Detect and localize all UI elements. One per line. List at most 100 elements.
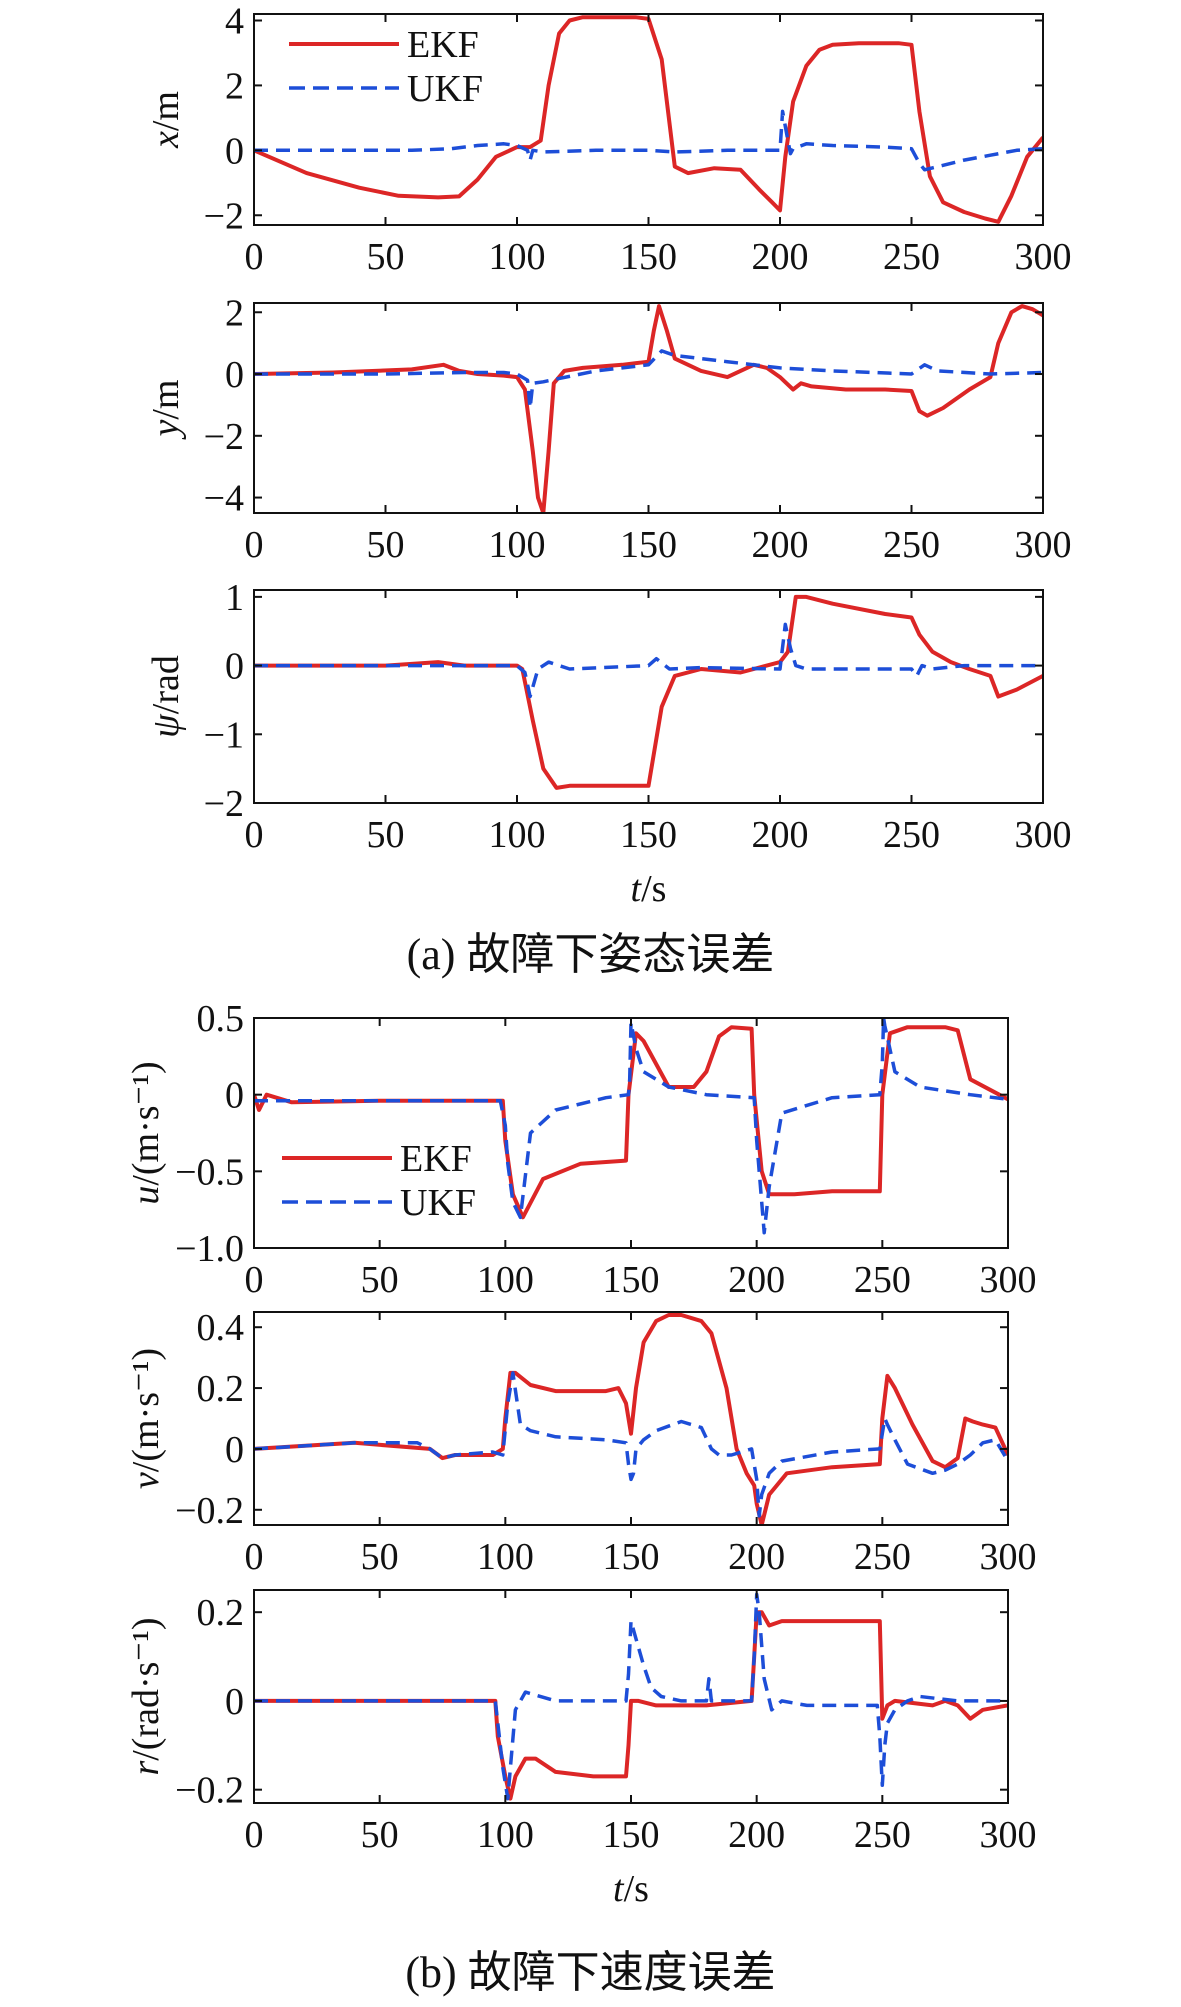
x-tick-label: 0: [245, 814, 264, 856]
y-tick-label: 1: [225, 577, 244, 619]
y-axis-label-u: u/(m·s⁻¹): [125, 1061, 167, 1204]
axes-frame-psi: [253, 589, 1044, 804]
y-axis-label-r: r/(rad·s⁻¹): [125, 1617, 167, 1775]
y-tick-label: −2: [204, 783, 244, 825]
x-tick-label: 300: [980, 1814, 1037, 1856]
y-axis-label-y: y/m: [145, 380, 187, 441]
x-tick-label: 50: [367, 236, 405, 278]
x-tick-label: 100: [489, 814, 546, 856]
y-axis-unit: /(rad·s⁻¹): [125, 1617, 167, 1760]
x-tick-label: 0: [245, 1536, 264, 1578]
x-tick-label: 100: [489, 524, 546, 566]
x-tick-label: 150: [603, 1814, 660, 1856]
x-tick-label: 150: [620, 236, 677, 278]
series-ukf-y: [254, 349, 1043, 410]
x-axis-unit: /s: [624, 1868, 649, 1910]
panel-y: 0 50 100 150 200 250 300 2 0 −2 −4 y/m: [145, 292, 1072, 566]
x-tick-label: 200: [728, 1536, 785, 1578]
y-tick-label: 0: [225, 1429, 244, 1471]
y-tick-label: 0.5: [197, 998, 245, 1040]
x-tick-label: 250: [883, 814, 940, 856]
y-tick-label: −2: [204, 416, 244, 458]
caption-b: (b) 故障下速度误差: [405, 1948, 776, 1997]
x-axis-label-r: t/s: [613, 1868, 649, 1910]
x-tick-label: 0: [245, 524, 264, 566]
y-tick-label: 0.4: [197, 1307, 245, 1349]
x-tick-label: 50: [367, 524, 405, 566]
x-tick-label: 200: [728, 1814, 785, 1856]
x-tick-label: 250: [854, 1536, 911, 1578]
series-ukf-v: [254, 1371, 1008, 1518]
x-tick-label: 150: [620, 524, 677, 566]
legend-label-ekf: EKF: [400, 1138, 472, 1180]
series-ekf-psi: [254, 594, 1043, 790]
x-tick-label: 150: [603, 1536, 660, 1578]
y-tick-label: 0: [225, 1681, 244, 1723]
y-tick-label: 0: [225, 1075, 244, 1117]
y-axis-label-psi: ψ/rad: [145, 655, 187, 738]
series-ukf-psi: [254, 622, 1043, 699]
axes-frame-y: [253, 302, 1044, 514]
y-tick-label: 0: [225, 354, 244, 396]
y-tick-label: −1.0: [175, 1228, 244, 1270]
x-axis-var: t: [613, 1868, 625, 1910]
x-tick-label: 200: [752, 814, 809, 856]
series-ukf-u: [254, 1018, 1008, 1235]
series-ekf-r: [254, 1610, 1008, 1801]
y-tick-label: 0: [225, 646, 244, 688]
x-tick-label: 200: [728, 1259, 785, 1301]
y-tick-label: 0.2: [197, 1368, 245, 1410]
x-tick-label: 100: [477, 1814, 534, 1856]
x-tick-label: 50: [361, 1259, 399, 1301]
y-tick-label: 0.2: [197, 1592, 245, 1634]
x-tick-label: 0: [245, 1814, 264, 1856]
x-tick-label: 250: [854, 1259, 911, 1301]
series-ukf-x: [254, 109, 1043, 172]
y-tick-label: 4: [225, 0, 244, 42]
legend-label-ekf: EKF: [407, 24, 479, 66]
x-tick-label: 100: [477, 1259, 534, 1301]
y-axis-var: y: [145, 420, 187, 441]
x-tick-label: 250: [883, 236, 940, 278]
y-tick-label: 0: [225, 130, 244, 172]
caption-a: (a) 故障下姿态误差: [406, 930, 775, 979]
y-axis-var: r: [125, 1761, 167, 1776]
x-axis-unit: /s: [641, 868, 666, 910]
y-axis-var: x: [145, 131, 187, 149]
x-tick-label: 300: [1015, 236, 1072, 278]
y-tick-label: −0.2: [175, 1770, 244, 1812]
legend-label-ukf: UKF: [400, 1182, 476, 1224]
series-ekf-v: [254, 1313, 1008, 1525]
x-axis-label-psi: t/s: [631, 868, 667, 910]
x-tick-label: 200: [752, 236, 809, 278]
y-axis-unit: /(m·s⁻¹): [125, 1348, 167, 1472]
x-tick-label: 300: [980, 1259, 1037, 1301]
x-tick-label: 250: [854, 1814, 911, 1856]
x-tick-label: 0: [245, 1259, 264, 1301]
x-tick-label: 50: [367, 814, 405, 856]
x-tick-label: 150: [603, 1259, 660, 1301]
y-tick-label: 2: [225, 292, 244, 334]
x-tick-label: 100: [477, 1536, 534, 1578]
x-tick-label: 300: [1015, 814, 1072, 856]
x-tick-label: 250: [883, 524, 940, 566]
x-tick-label: 300: [980, 1536, 1037, 1578]
legend-label-ukf: UKF: [407, 68, 483, 110]
series-ukf-r: [254, 1592, 1008, 1801]
y-tick-label: −4: [204, 478, 244, 520]
x-tick-label: 0: [245, 236, 264, 278]
y-axis-var: v: [125, 1472, 167, 1489]
x-axis-var: t: [631, 868, 643, 910]
x-tick-label: 50: [361, 1536, 399, 1578]
axes-frame-r: [253, 1589, 1009, 1804]
y-axis-unit: /rad: [145, 655, 187, 714]
series-ekf-x: [254, 15, 1043, 224]
y-tick-label: 2: [225, 65, 244, 107]
